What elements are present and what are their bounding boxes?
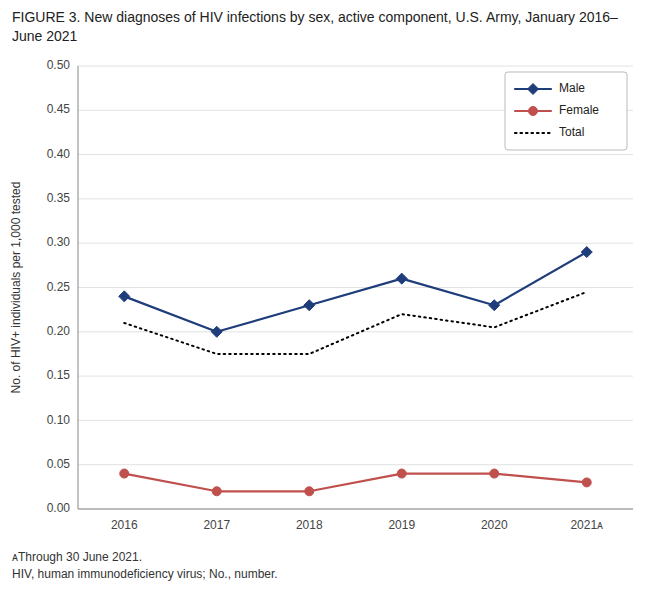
plot-area — [119, 247, 593, 496]
marker — [305, 487, 314, 496]
x-tick-label: 2016 — [111, 518, 138, 532]
x-axis: 2016 2017 2018 2019 2020 2021ᴀ — [111, 518, 603, 532]
footnote: HIV, human immunodeficiency virus; No., … — [12, 566, 643, 583]
marker — [119, 291, 130, 302]
legend: Male Female Total — [505, 72, 627, 150]
marker — [529, 107, 538, 116]
y-tick-label: 0.00 — [47, 501, 71, 515]
marker — [396, 273, 407, 284]
series — [124, 292, 587, 354]
marker — [212, 487, 221, 496]
series — [120, 469, 592, 496]
y-tick-label: 0.50 — [47, 58, 71, 72]
marker — [211, 326, 222, 337]
grid-line — [78, 509, 633, 510]
x-tick-label: 2017 — [203, 518, 230, 532]
series — [119, 247, 593, 338]
y-tick-label: 0.10 — [47, 413, 71, 427]
grid-line — [78, 198, 633, 199]
page: {"chart_data": { "type": "line", "title"… — [0, 0, 655, 597]
y-axis-line — [78, 66, 79, 509]
title: FIGURE 3. New diagnoses of HIV infection… — [0, 0, 655, 52]
y-tick-label: 0.35 — [47, 191, 71, 205]
marker — [120, 469, 129, 478]
y-tick-label: 0.30 — [47, 235, 71, 249]
marker — [528, 84, 539, 95]
grid-line — [78, 420, 633, 421]
legend-swatch — [515, 132, 551, 134]
grid-line — [78, 287, 633, 288]
grid-line — [78, 464, 633, 465]
grid-line — [78, 66, 633, 67]
marker — [581, 247, 592, 258]
grid-line — [78, 110, 633, 111]
marker — [304, 300, 315, 311]
x-tick-label: 2020 — [481, 518, 508, 532]
marker — [397, 469, 406, 478]
footnotes: ᴀThrough 30 June 2021.HIV, human immunod… — [0, 547, 655, 583]
y-tick-label: 0.40 — [47, 147, 71, 161]
y-tick-label: 0.45 — [47, 102, 71, 116]
y-tick-label: 0.20 — [47, 324, 71, 338]
grid-line — [78, 243, 633, 244]
legend-label: Total — [559, 125, 584, 139]
y-axis: 0.00 0.05 0.10 0.15 0.20 0.25 0.30 0.35 0.40 0.45… — [47, 58, 78, 515]
x-axis-line — [78, 509, 633, 510]
line — [124, 292, 587, 354]
x-tick-label: 2018 — [296, 518, 323, 532]
marker — [489, 300, 500, 311]
legend-box — [505, 72, 627, 150]
grid-line — [78, 154, 633, 155]
marker — [490, 469, 499, 478]
y-axis-label: No. of HIV+ individuals per 1,000 tested — [9, 182, 23, 394]
y-tick-label: 0.25 — [47, 280, 71, 294]
line — [124, 252, 587, 332]
chart: 0.00 0.05 0.10 0.15 0.20 0.25 0.30 0.35 0.40 0.45… — [0, 52, 655, 547]
grid-line — [78, 376, 633, 377]
grid-line — [78, 331, 633, 332]
footnote: ᴀThrough 30 June 2021. — [12, 549, 643, 566]
grid — [78, 66, 633, 509]
x-tick-label: 2021ᴀ — [570, 518, 603, 532]
line — [124, 474, 587, 492]
x-tick-label: 2019 — [388, 518, 415, 532]
y-tick-label: 0.05 — [47, 457, 71, 471]
legend-label: Male — [559, 81, 585, 95]
legend-label: Female — [559, 103, 599, 117]
marker — [582, 478, 591, 487]
y-tick-label: 0.15 — [47, 368, 71, 382]
